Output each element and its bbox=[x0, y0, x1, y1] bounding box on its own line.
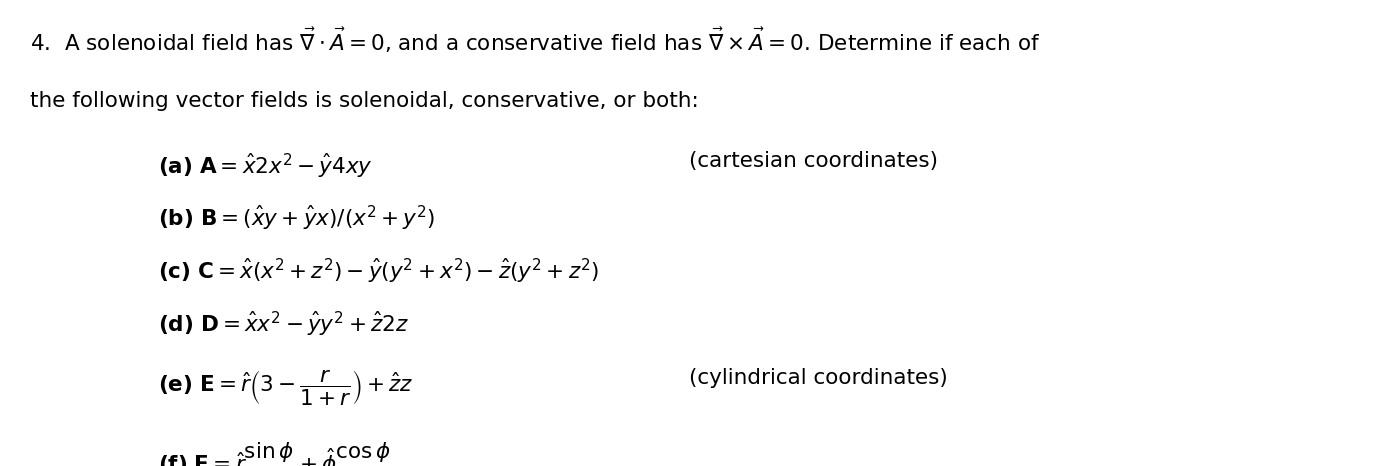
Text: $\mathbf{(f)}\ \mathbf{F} = \hat{r}\dfrac{\sin\phi}{r^2} + \hat{\phi}\dfrac{\cos: $\mathbf{(f)}\ \mathbf{F} = \hat{r}\dfra… bbox=[158, 440, 391, 466]
Text: (cartesian coordinates): (cartesian coordinates) bbox=[689, 151, 938, 171]
Text: 4.  A solenoidal field has $\vec{\nabla} \cdot \vec{A} = 0$, and a conservative : 4. A solenoidal field has $\vec{\nabla} … bbox=[30, 26, 1040, 55]
Text: $\mathbf{(c)}\ \mathbf{C} = \hat{x}(x^2 + z^2) - \hat{y}(y^2 + x^2) - \hat{z}(y^: $\mathbf{(c)}\ \mathbf{C} = \hat{x}(x^2 … bbox=[158, 257, 599, 286]
Text: $\mathbf{(a)}\ \mathbf{A} = \hat{x}2x^2 - \hat{y}4xy$: $\mathbf{(a)}\ \mathbf{A} = \hat{x}2x^2 … bbox=[158, 151, 373, 180]
Text: $\mathbf{(b)}\ \mathbf{B} = (\hat{x}y + \hat{y}x) / (x^2 + y^2)$: $\mathbf{(b)}\ \mathbf{B} = (\hat{x}y + … bbox=[158, 204, 435, 233]
Text: the following vector fields is solenoidal, conservative, or both:: the following vector fields is solenoida… bbox=[30, 91, 699, 111]
Text: (cylindrical coordinates): (cylindrical coordinates) bbox=[689, 368, 948, 388]
Text: $\mathbf{(e)}\ \mathbf{E} = \hat{r}\left(3 - \dfrac{r}{1+r}\right) + \hat{z}z$: $\mathbf{(e)}\ \mathbf{E} = \hat{r}\left… bbox=[158, 368, 413, 407]
Text: $\mathbf{(d)}\ \mathbf{D} = \hat{x}x^2 - \hat{y}y^2 + \hat{z}2z$: $\mathbf{(d)}\ \mathbf{D} = \hat{x}x^2 -… bbox=[158, 309, 409, 338]
